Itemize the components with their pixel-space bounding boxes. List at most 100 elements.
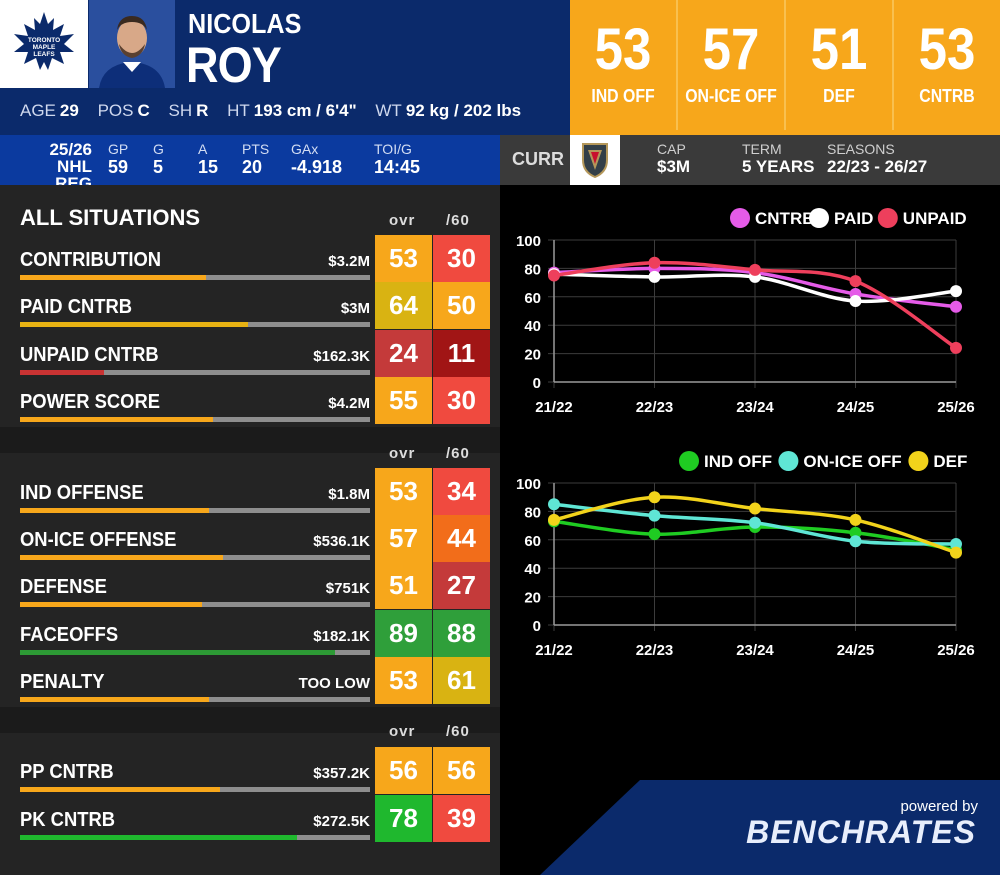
stat-value: -4.918 [291, 157, 343, 177]
metric-dollar-value: $751K [325, 580, 370, 597]
legend-swatch [679, 451, 699, 471]
svg-text:MAPLE: MAPLE [33, 44, 56, 51]
metric-label: PK CNTRB [20, 809, 116, 831]
metric-bar-fill [20, 322, 248, 327]
metric-dollar-value: $162.3K [313, 348, 370, 365]
shoots-value: R [196, 101, 209, 120]
metric-bar-fill [20, 275, 206, 280]
stat-label: PTS [242, 141, 270, 157]
data-point [950, 546, 962, 559]
metric-bar-fill [20, 835, 297, 840]
weight-value: 92 kg / 202 lbs [405, 101, 522, 120]
benchrates-logo: BENCHRATES [746, 814, 976, 850]
stat-label: G [153, 141, 164, 157]
term-label: TERM [742, 141, 782, 157]
rating-cntrb: 53 CNTRB [894, 0, 1000, 130]
data-point [548, 498, 560, 511]
metric-ovr-rating: 78 [375, 795, 432, 842]
metric-dollar-value: $536.1K [313, 533, 370, 550]
y-tick-label: 60 [524, 533, 541, 550]
shoots-label: SH [168, 101, 193, 120]
metric-label: CONTRIBUTION [20, 249, 162, 271]
data-point [648, 491, 661, 504]
data-point [950, 341, 962, 354]
metric-bar-fill [20, 787, 220, 792]
metric-bar-track [20, 602, 370, 607]
metric-row: PENALTY TOO LOW 53 61 [0, 657, 500, 705]
contract-seasons: SEASONS 22/23 - 26/27 [827, 141, 927, 177]
player-bio: AGE 29 POS C SH R HT 193 cm / 6'4" WT 92 kg /… [20, 101, 535, 121]
metric-bar-fill [20, 697, 209, 702]
legend-label: ON-ICE OFF [803, 452, 901, 471]
metric-row: UNPAID CNTRB $162.3K 24 11 [0, 330, 500, 378]
metric-per60-rating: 50 [433, 282, 490, 329]
metric-ovr-rating: 89 [375, 610, 432, 657]
metric-dollar-value: $357.2K [313, 765, 370, 782]
metric-bar-fill [20, 650, 335, 655]
metric-row: DEFENSE $751K 51 27 [0, 562, 500, 610]
metric-label: FACEOFFS [20, 624, 119, 646]
metric-row: ON-ICE OFFENSE $536.1K 57 44 [0, 515, 500, 563]
y-tick-label: 20 [524, 590, 541, 607]
maple-leaf-icon: TORONTO MAPLE LEAFS [14, 12, 74, 70]
stat-gp: GP 59 [108, 141, 128, 178]
metric-bar-fill [20, 417, 213, 422]
metric-per60-rating: 27 [433, 562, 490, 609]
x-tick-label: 25/26 [937, 399, 975, 416]
metric-label: DEFENSE [20, 576, 107, 598]
metric-bar-fill [20, 508, 209, 513]
metric-per60-rating: 11 [433, 330, 490, 377]
data-point [749, 516, 761, 529]
legend-swatch [730, 208, 750, 228]
metric-ovr-rating: 53 [375, 235, 432, 282]
y-tick-label: 40 [524, 561, 541, 578]
height-value: 193 cm / 6'4" [253, 101, 357, 120]
metric-dollar-value: $182.1K [313, 628, 370, 645]
data-point [749, 502, 761, 515]
contract-cap: CAP $3M [657, 141, 690, 177]
current-contract-label: CURR [512, 149, 564, 169]
powered-by-label: powered by [900, 798, 978, 815]
y-tick-label: 0 [533, 618, 541, 635]
metric-per60-rating: 44 [433, 515, 490, 562]
data-point [648, 528, 661, 541]
cap-label: CAP [657, 141, 686, 157]
data-point [548, 269, 560, 282]
stat-value: 59 [108, 157, 129, 177]
x-tick-label: 24/25 [837, 642, 875, 659]
rating-def: 51 DEF [786, 0, 894, 130]
metric-row: IND OFFENSE $1.8M 53 34 [0, 468, 500, 516]
rating-label: DEF [823, 86, 855, 106]
y-tick-label: 80 [524, 261, 541, 278]
season-label: 25/26 [49, 140, 92, 159]
rating-ind-off: 53 IND OFF [570, 0, 678, 130]
y-tick-label: 20 [524, 347, 541, 364]
metric-bar-fill [20, 370, 104, 375]
player-headshot [89, 0, 175, 88]
overall-ratings: 53 IND OFF 57 ON-ICE OFF 51 DEF 53 CNTRB [570, 0, 1000, 135]
legend-label: UNPAID [903, 209, 967, 228]
age-value: 29 [59, 101, 79, 120]
golden-knights-logo [570, 135, 620, 185]
metric-dollar-value: TOO LOW [298, 675, 370, 692]
position-label: POS [97, 101, 134, 120]
position-value: C [137, 101, 150, 120]
ovr-header: ovr [389, 723, 416, 740]
seasons-value: 22/23 - 26/27 [827, 157, 928, 176]
x-tick-label: 22/23 [636, 399, 674, 416]
metric-dollar-value: $3M [340, 300, 370, 317]
metric-bar-track [20, 697, 370, 702]
rating-value: 51 [810, 17, 868, 82]
legend-swatch [809, 208, 829, 228]
y-tick-label: 60 [524, 290, 541, 307]
rating-value: 53 [918, 17, 976, 82]
stat-value: 20 [242, 157, 263, 177]
rating-value: 57 [702, 17, 760, 82]
situations-title: ALL SITUATIONS [20, 205, 201, 230]
data-point [548, 513, 560, 526]
metric-per60-rating: 61 [433, 657, 490, 704]
per60-header: /60 [446, 212, 470, 229]
rating-on-ice-off: 57 ON-ICE OFF [678, 0, 786, 130]
metric-per60-rating: 30 [433, 235, 490, 282]
legend-swatch [908, 451, 929, 471]
